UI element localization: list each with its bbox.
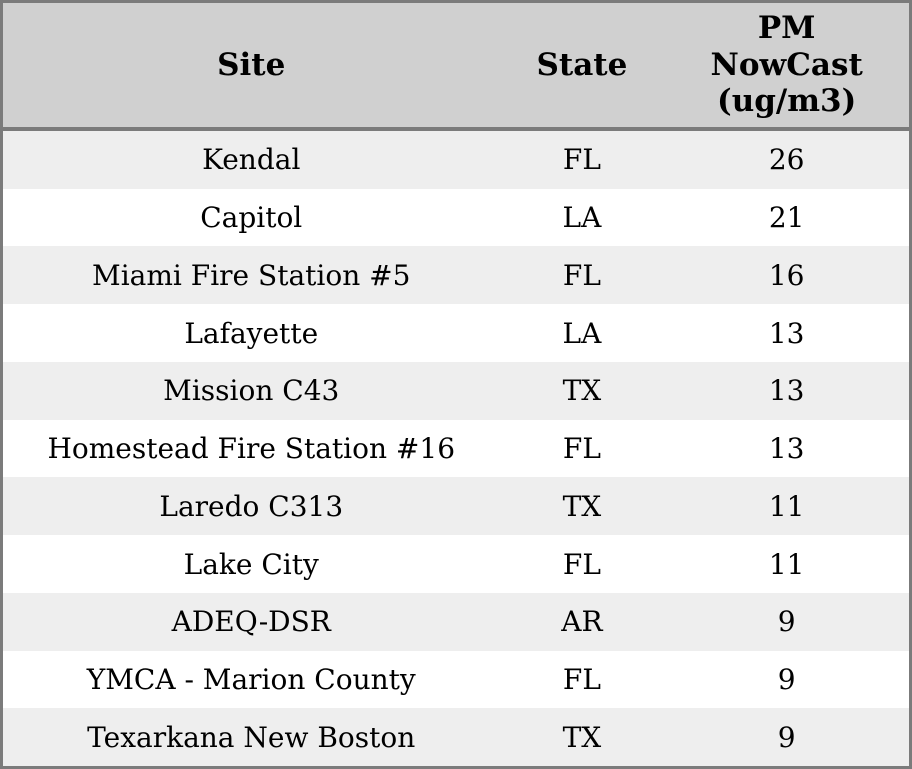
column-header-pm-label: PM NowCast (ug/m3) (710, 10, 863, 120)
pm-cell: 13 (768, 374, 805, 408)
site-cell: ADEQ-DSR (171, 605, 331, 639)
state-cell: FL (562, 547, 601, 581)
table-row: Lake City FL 11 (3, 535, 909, 593)
table-row: Kendal FL 26 (3, 131, 909, 189)
table-row: Mission C43 TX 13 (3, 361, 909, 420)
column-header-pm: PM NowCast (ug/m3) (664, 3, 909, 127)
state-cell: AR (561, 605, 603, 639)
site-cell: Laredo C313 (159, 489, 344, 523)
pm-cell: 26 (768, 143, 805, 177)
site-cell: Mission C43 (163, 374, 340, 408)
pm-cell: 11 (768, 489, 805, 523)
table-body: Kendal FL 26 Capitol LA 21 Miami Fire Station … (3, 131, 909, 767)
state-cell: FL (562, 662, 601, 696)
table-row: Lafayette LA 13 (3, 304, 909, 362)
table-row: Homestead Fire Station #16 FL 13 (3, 419, 909, 478)
pm-cell: 13 (768, 432, 805, 466)
pm-cell: 9 (777, 605, 796, 639)
table-row: Miami Fire Station #5 FL 16 (3, 246, 909, 305)
state-cell: LA (562, 316, 602, 350)
pm-cell: 9 (777, 720, 796, 754)
site-cell: Kendal (202, 143, 301, 177)
table-row: Texarkana New Boston TX 9 (3, 708, 909, 767)
state-cell: TX (562, 720, 602, 754)
column-header-site: Site (217, 46, 286, 83)
site-cell: Miami Fire Station #5 (92, 258, 411, 292)
state-cell: TX (562, 489, 602, 523)
pm-cell: 16 (768, 258, 805, 292)
site-cell: Texarkana New Boston (87, 720, 416, 754)
table-header-row: Site State PM NowCast (ug/m3) (3, 3, 909, 131)
pm-cell: 21 (768, 201, 805, 235)
site-cell: YMCA - Marion County (86, 662, 416, 696)
pm-cell: 9 (777, 662, 796, 696)
table-row: Laredo C313 TX 11 (3, 477, 909, 536)
site-cell: Capitol (200, 201, 303, 235)
pm-cell: 11 (768, 547, 805, 581)
table-row: ADEQ-DSR AR 9 (3, 592, 909, 651)
state-cell: FL (562, 143, 601, 177)
pm-cell: 13 (768, 316, 805, 350)
table-row: YMCA - Marion County FL 9 (3, 650, 909, 709)
site-cell: Lafayette (184, 316, 319, 350)
table-row: Capitol LA 21 (3, 188, 909, 247)
site-cell: Homestead Fire Station #16 (47, 432, 456, 466)
state-cell: FL (562, 432, 601, 466)
column-header-state: State (536, 46, 628, 83)
site-cell: Lake City (183, 547, 319, 581)
state-cell: LA (562, 201, 602, 235)
state-cell: TX (562, 374, 602, 408)
state-cell: FL (562, 258, 601, 292)
